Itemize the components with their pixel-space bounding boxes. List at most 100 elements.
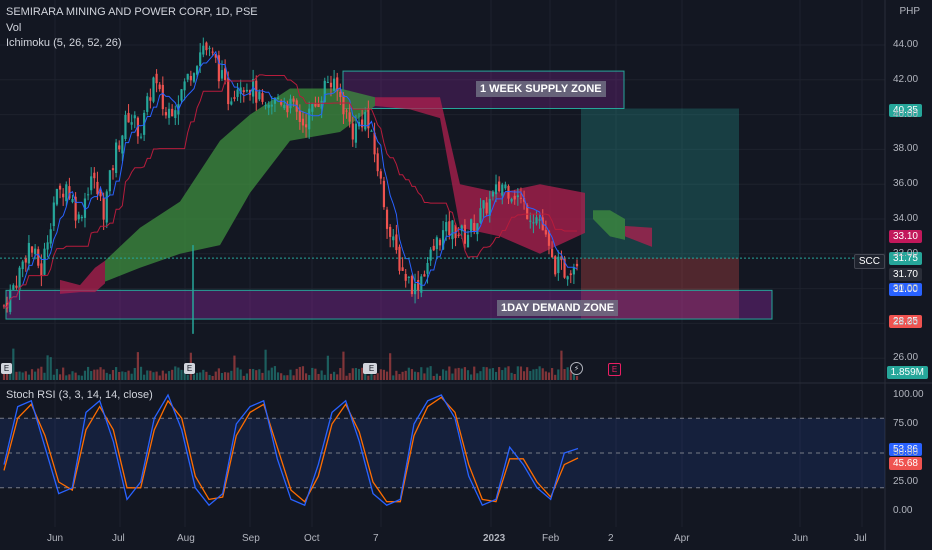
volume-bar (280, 373, 283, 380)
candle (183, 81, 186, 91)
volume-bar (563, 369, 566, 380)
candle (108, 170, 111, 192)
volume-bar (202, 369, 205, 380)
volume-bar (15, 371, 18, 380)
candle (404, 273, 407, 281)
volume-bar (217, 368, 220, 380)
volume-bar (332, 371, 336, 380)
volume-bar (566, 367, 569, 380)
volume-bar (357, 368, 361, 380)
volume-bar (177, 367, 180, 380)
candle (326, 81, 329, 83)
candle (283, 104, 286, 109)
candle (199, 52, 202, 66)
candle (289, 98, 292, 109)
volume-bar (108, 374, 111, 380)
volume-bar (572, 374, 575, 380)
candle (46, 242, 49, 250)
rsi-k-line (3, 393, 579, 507)
candle (473, 223, 476, 232)
volume-bar (24, 371, 27, 380)
volume-bar (195, 372, 199, 380)
earnings-icon[interactable]: E (366, 363, 377, 374)
candle (86, 194, 90, 196)
volume-bar (395, 370, 398, 380)
y-tick-label: 42.00 (893, 73, 919, 85)
x-tick-label: 2023 (483, 533, 506, 544)
volume-bar (71, 371, 74, 380)
candle (420, 276, 423, 293)
candle (52, 202, 55, 227)
volume-bar (311, 367, 314, 380)
candle (417, 279, 420, 291)
volume-bar (62, 367, 65, 380)
candle (152, 77, 155, 102)
volume-bar (143, 374, 146, 380)
volume-bar (466, 370, 470, 380)
volume-bar (507, 366, 510, 380)
volume-bar (479, 371, 482, 380)
candle (392, 236, 395, 241)
candle (479, 208, 482, 223)
volume-bar (139, 366, 143, 380)
candle (9, 289, 12, 312)
volume-bar (93, 369, 96, 380)
future-earnings-icon[interactable]: E (608, 363, 621, 376)
volume-bar (30, 369, 34, 380)
candle (463, 224, 466, 244)
volume-bar (476, 373, 479, 380)
volume-bar (473, 366, 476, 380)
candle (158, 84, 161, 90)
rsi-tick-label: 100.00 (893, 389, 924, 400)
volume-bar (252, 368, 255, 380)
candle (236, 89, 239, 97)
volume-bar (171, 369, 174, 380)
volume-bar (373, 375, 376, 380)
candle (280, 100, 283, 105)
candle (292, 98, 295, 102)
volume-bar (351, 368, 354, 380)
candle (30, 246, 34, 253)
candle (220, 70, 224, 79)
volume-bar (55, 368, 59, 380)
candle (37, 249, 40, 266)
volume-bar (68, 374, 71, 380)
volume-bar (273, 366, 277, 380)
demand-zone (5, 289, 773, 320)
candle (155, 73, 158, 84)
candle (441, 230, 445, 250)
candle (12, 285, 15, 290)
candle (454, 224, 457, 239)
candle (572, 267, 575, 275)
volume-bar (12, 348, 15, 380)
earnings-icon[interactable]: E (1, 363, 12, 374)
earnings-icon[interactable]: E (184, 363, 195, 374)
volume-bar (211, 375, 214, 380)
candle (569, 273, 572, 276)
volume-bar (554, 374, 557, 380)
volume-bar (74, 372, 77, 380)
candle (40, 263, 43, 276)
candle (242, 90, 245, 93)
target-zone (581, 108, 739, 259)
candle (34, 248, 37, 255)
volume-bar (261, 372, 264, 380)
x-tick-label: Sep (242, 533, 260, 544)
volume-bar (392, 375, 395, 380)
candle (448, 221, 451, 236)
volume-bar (102, 369, 105, 380)
candle (426, 262, 429, 274)
volume-bar (124, 372, 127, 380)
lightning-icon[interactable]: ⚡ (570, 362, 583, 375)
volume-bar (336, 374, 339, 380)
volume-bar (538, 366, 541, 380)
volume-bar (485, 367, 488, 380)
volume-bar (301, 366, 305, 380)
volume-bar (158, 375, 161, 380)
candle (410, 275, 414, 295)
candle (65, 184, 68, 202)
kijun-line (3, 74, 577, 308)
candle (376, 153, 379, 172)
volume-bar (133, 367, 136, 380)
